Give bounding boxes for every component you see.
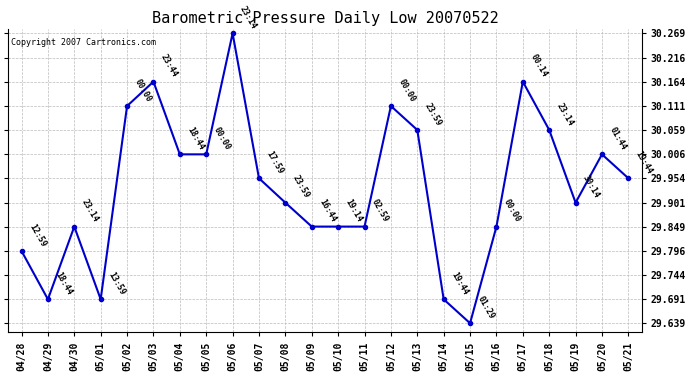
Text: 23:14: 23:14 — [555, 101, 575, 127]
Text: 18:44: 18:44 — [186, 125, 206, 152]
Text: 19:14: 19:14 — [344, 198, 364, 224]
Text: 13:59: 13:59 — [106, 270, 126, 297]
Title: Barometric Pressure Daily Low 20070522: Barometric Pressure Daily Low 20070522 — [152, 11, 498, 26]
Text: 00:00: 00:00 — [502, 198, 522, 224]
Text: 23:44: 23:44 — [159, 53, 179, 79]
Text: 18:44: 18:44 — [53, 270, 74, 297]
Text: 00:00: 00:00 — [397, 77, 417, 103]
Text: 23:14: 23:14 — [80, 198, 100, 224]
Text: 00:14: 00:14 — [529, 53, 549, 79]
Text: 02:59: 02:59 — [370, 198, 391, 224]
Text: 23:59: 23:59 — [291, 174, 311, 200]
Text: 23:14: 23:14 — [238, 4, 259, 30]
Text: Copyright 2007 Cartronics.com: Copyright 2007 Cartronics.com — [12, 38, 157, 47]
Text: 01:29: 01:29 — [475, 294, 496, 321]
Text: 00:00: 00:00 — [212, 125, 232, 152]
Text: 19:44: 19:44 — [634, 149, 654, 176]
Text: 12:59: 12:59 — [27, 222, 48, 248]
Text: 30:14: 30:14 — [581, 174, 602, 200]
Text: 16:44: 16:44 — [317, 198, 337, 224]
Text: 00:00: 00:00 — [132, 77, 153, 103]
Text: 19:44: 19:44 — [449, 270, 469, 297]
Text: 17:59: 17:59 — [264, 149, 285, 176]
Text: 23:59: 23:59 — [423, 101, 443, 127]
Text: 01:44: 01:44 — [607, 125, 628, 152]
